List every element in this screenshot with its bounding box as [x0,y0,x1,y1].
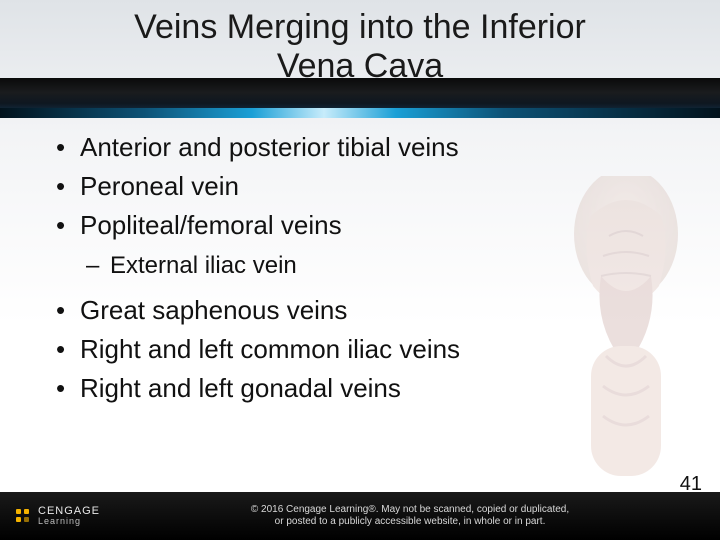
title-line-1: Veins Merging into the Inferior [134,8,586,46]
bullet-item: Popliteal/femoral veins [52,208,690,243]
bullet-item: Right and left common iliac veins [52,332,690,367]
slide: Veins Merging into the Inferior Vena Cav… [0,0,720,540]
slide-title: Veins Merging into the Inferior Vena Cav… [0,8,720,86]
footer-bar: CENGAGE Learning © 2016 Cengage Learning… [0,492,720,540]
copyright-line-1: © 2016 Cengage Learning®. May not be sca… [251,504,569,515]
bullet-item: Anterior and posterior tibial veins [52,130,690,165]
bullet-item: Right and left gonadal veins [52,371,690,406]
bullet-item: Great saphenous veins [52,293,690,328]
bullet-item: Peroneal vein [52,169,690,204]
header-accent [0,108,720,118]
sub-bullet-item: External iliac vein [52,249,690,283]
brand-text: CENGAGE Learning [38,506,100,526]
brand-sub: Learning [38,517,100,526]
publisher-logo: CENGAGE Learning [14,506,100,526]
copyright-text: © 2016 Cengage Learning®. May not be sca… [100,504,720,529]
logo-mark-icon [14,507,32,525]
content-area: Anterior and posterior tibial veins Pero… [52,130,690,410]
copyright-line-2: or posted to a publicly accessible websi… [275,516,546,527]
